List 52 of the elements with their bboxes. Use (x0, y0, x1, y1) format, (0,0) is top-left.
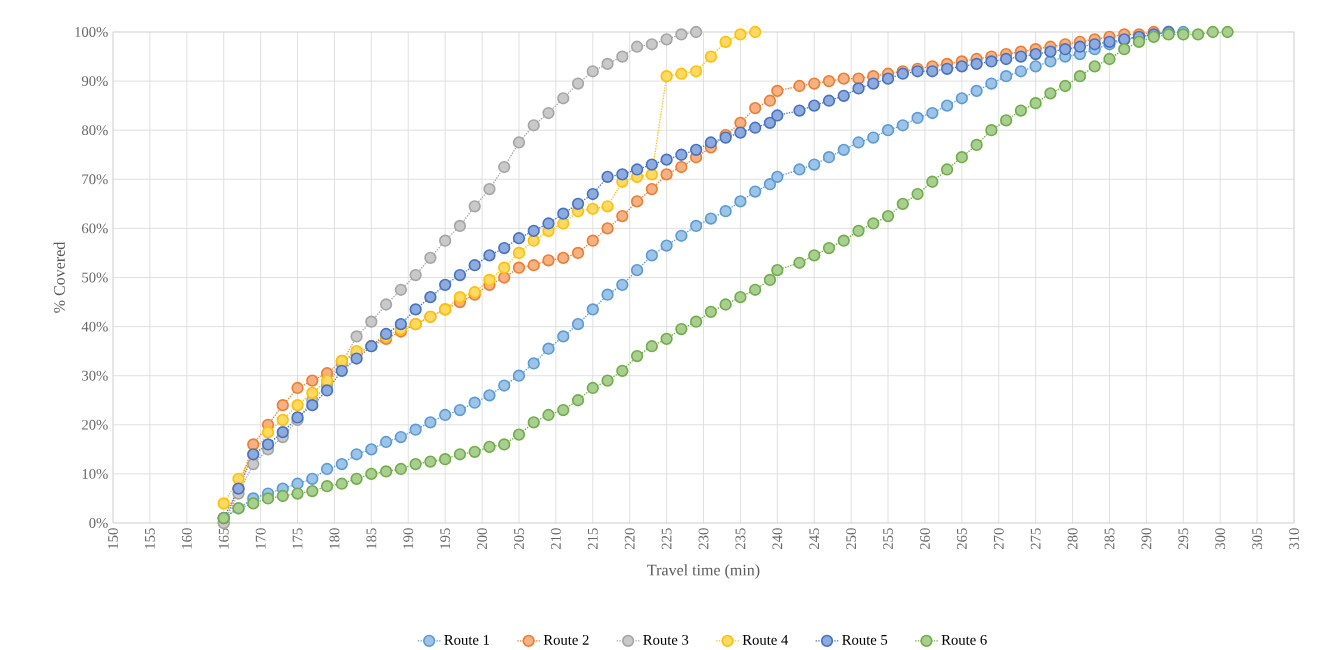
x-tick-label: 255 (883, 528, 893, 550)
x-tick-label: 160 (181, 528, 192, 549)
y-tick-label: 90% (81, 76, 108, 87)
x-tick-label: 155 (145, 528, 155, 549)
x-tick-label: 250 (846, 528, 857, 550)
legend-label: Route 1 (444, 635, 490, 645)
x-tick-label: 165 (218, 528, 229, 549)
x-tick-label: 210 (550, 528, 561, 550)
y-tick-label: 100% (75, 27, 108, 37)
x-tick-label: 240 (772, 528, 783, 550)
x-tick-label: 235 (735, 528, 746, 550)
x-tick-label: 305 (1252, 528, 1263, 549)
x-axis-title: Travel time (min) (647, 564, 760, 579)
x-tick-label: 185 (366, 528, 377, 549)
x-tick-label: 245 (809, 528, 820, 550)
legend-label: Route 2 (543, 635, 589, 645)
y-tick-label: 40% (81, 321, 108, 332)
x-tick-label: 290 (1141, 528, 1152, 550)
y-tick-label: 10% (82, 468, 108, 479)
y-tick-label: 60% (82, 223, 108, 234)
x-tick-label: 300 (1215, 528, 1226, 549)
x-tick-label: 295 (1178, 528, 1189, 550)
x-tick-label: 260 (920, 528, 930, 550)
x-tick-label: 170 (255, 528, 266, 549)
legend-label: Route 3 (643, 635, 689, 645)
y-axis-title: % Covered (53, 241, 65, 313)
y-tick-label: 80% (81, 125, 108, 136)
x-tick-label: 205 (514, 528, 524, 550)
x-tick-label: 215 (587, 528, 598, 550)
x-tick-label: 270 (993, 528, 1004, 550)
x-tick-label: 310 (1289, 528, 1299, 549)
x-tick-label: 175 (292, 528, 303, 549)
x-tick-label: 230 (698, 528, 709, 550)
x-tick-label: 150 (108, 528, 118, 549)
legend-label: Route 6 (941, 635, 987, 645)
x-tick-label: 180 (329, 528, 340, 549)
legend-label: Route 4 (742, 635, 789, 645)
x-tick-label: 225 (661, 528, 672, 550)
x-tick-label: 200 (477, 528, 488, 550)
x-tick-label: 280 (1067, 528, 1078, 550)
x-tick-label: 220 (624, 528, 635, 550)
x-tick-label: 285 (1104, 528, 1115, 550)
y-tick-label: 20% (82, 419, 108, 430)
y-tick-label: 50% (82, 272, 108, 283)
y-tick-label: 70% (82, 174, 108, 185)
y-tick-label: 30% (82, 370, 108, 381)
x-tick-label: 190 (403, 528, 414, 549)
x-tick-label: 195 (440, 528, 451, 549)
y-tick-label: 0% (89, 518, 108, 528)
x-tick-label: 265 (956, 528, 967, 550)
legend-label: Route 5 (842, 635, 888, 645)
x-tick-label: 275 (1030, 528, 1041, 550)
